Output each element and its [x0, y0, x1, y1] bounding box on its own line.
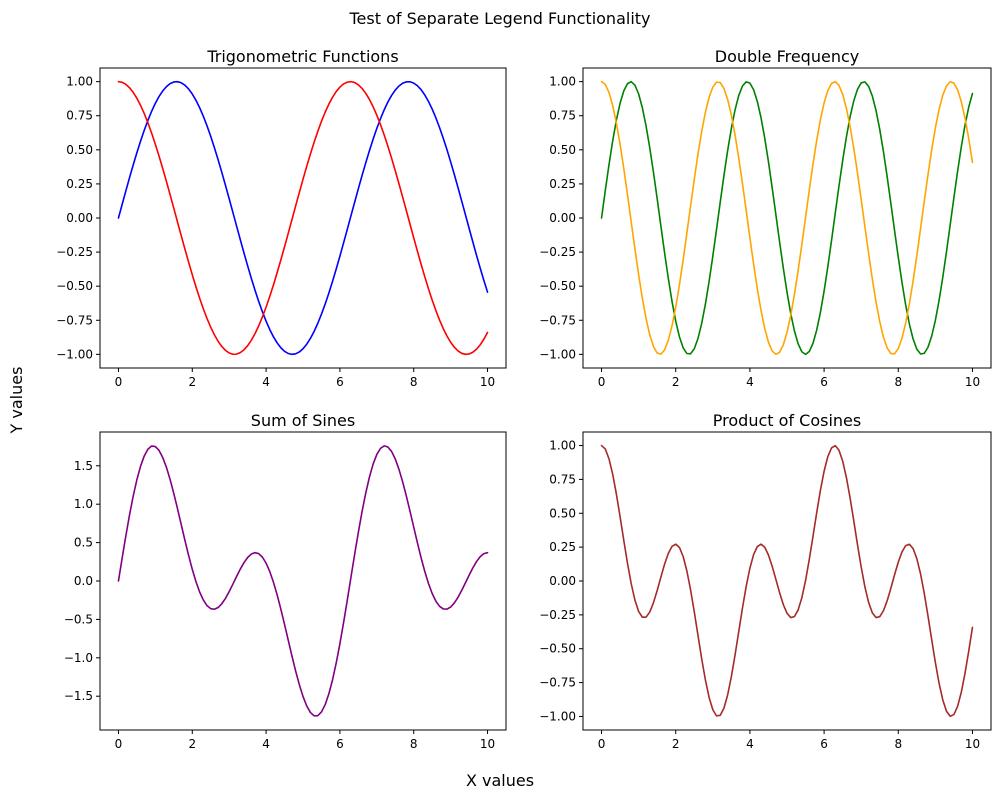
y-tick-label: 0.5 [74, 536, 93, 550]
x-tick-label: 8 [410, 737, 418, 751]
y-tick-label: 1.00 [66, 75, 93, 89]
series-line-1 [117, 445, 489, 717]
y-tick-label: 0.25 [549, 540, 576, 554]
subplot-2: Double Frequency 0 2 4 6 8 10 −1.00 −0.75 −0.50 −0… [539, 47, 992, 389]
y-tick-label: 1.00 [549, 75, 576, 89]
figure-ylabel: Y values [7, 367, 26, 435]
y-tick-label: 0.75 [66, 109, 93, 123]
axes-frame [99, 431, 507, 731]
y-tick-label: −1.5 [64, 689, 93, 703]
x-tick-label: 0 [598, 737, 606, 751]
subplot-3: Sum of Sines 0 2 4 6 8 10 −1.5 −1.0 −0.5 0.0 0.5 1.0… [64, 411, 507, 751]
y-tick-label: −1.00 [539, 347, 576, 361]
y-tick-label: −0.75 [539, 676, 576, 690]
x-tick-label: 2 [188, 737, 196, 751]
y-tick-label: −0.25 [539, 245, 576, 259]
subplot-title: Sum of Sines [251, 411, 355, 430]
y-tick-label: −0.75 [56, 313, 93, 327]
y-tick-label: −0.50 [539, 279, 576, 293]
x-tick-label: 4 [746, 737, 754, 751]
x-tick-label: 6 [336, 375, 344, 389]
series-line-2 [117, 80, 489, 356]
x-tick-label: 4 [262, 375, 270, 389]
x-tick-label: 8 [894, 375, 902, 389]
y-tick-label: −0.25 [539, 608, 576, 622]
y-tick-label: 0.25 [549, 177, 576, 191]
y-tick-label: −0.75 [539, 313, 576, 327]
y-tick-label: −0.5 [64, 612, 93, 626]
y-tick-label: 0.00 [549, 574, 576, 588]
x-tick-label: 0 [115, 375, 123, 389]
x-tick-label: 4 [746, 375, 754, 389]
y-tick-label: 0.50 [549, 143, 576, 157]
x-tick-label: 6 [820, 375, 828, 389]
y-tick-label: 0.00 [549, 211, 576, 225]
series-line-1 [600, 444, 974, 718]
x-tick-label: 6 [336, 737, 344, 751]
subplot-title: Trigonometric Functions [206, 47, 398, 66]
series-line-1 [117, 80, 489, 356]
figure-xlabel: X values [466, 771, 534, 790]
y-tick-label: 0.25 [66, 177, 93, 191]
x-tick-label: 4 [262, 737, 270, 751]
y-tick-label: 1.00 [549, 439, 576, 453]
y-tick-label: 0.50 [66, 143, 93, 157]
y-tick-label: 1.0 [74, 497, 93, 511]
x-tick-label: 6 [820, 737, 828, 751]
subplot-1: Trigonometric Functions 0 2 4 6 8 10 −1.00 −0.75… [56, 47, 507, 389]
subplot-4: Product of Cosines 0 2 4 6 8 10 −1.00 −0.75 −0.50… [539, 411, 992, 751]
y-tick-label: 0.75 [549, 109, 576, 123]
y-tick-label: 1.5 [74, 459, 93, 473]
x-tick-label: 2 [672, 375, 680, 389]
axes-frame [582, 431, 992, 731]
x-tick-label: 0 [598, 375, 606, 389]
x-tick-label: 8 [410, 375, 418, 389]
y-tick-label: −1.00 [539, 709, 576, 723]
x-tick-label: 10 [480, 737, 495, 751]
x-tick-label: 2 [188, 375, 196, 389]
y-tick-label: 0.75 [549, 472, 576, 486]
x-tick-label: 10 [965, 737, 980, 751]
x-tick-label: 8 [894, 737, 902, 751]
subplot-title: Double Frequency [715, 47, 859, 66]
y-tick-label: −0.25 [56, 245, 93, 259]
y-tick-label: −0.50 [56, 279, 93, 293]
y-tick-label: −0.50 [539, 642, 576, 656]
y-tick-label: 0.0 [74, 574, 93, 588]
series-line-2 [600, 80, 974, 356]
y-tick-label: −1.0 [64, 651, 93, 665]
axes-frame [99, 67, 507, 369]
subplot-title: Product of Cosines [713, 411, 861, 430]
y-tick-label: 0.50 [549, 506, 576, 520]
figure-title: Test of Separate Legend Functionality [349, 9, 651, 28]
y-tick-label: −1.00 [56, 347, 93, 361]
x-tick-label: 2 [672, 737, 680, 751]
x-tick-label: 10 [965, 375, 980, 389]
series-line-1 [600, 80, 974, 356]
y-tick-label: 0.00 [66, 211, 93, 225]
x-tick-label: 10 [480, 375, 495, 389]
x-tick-label: 0 [115, 737, 123, 751]
